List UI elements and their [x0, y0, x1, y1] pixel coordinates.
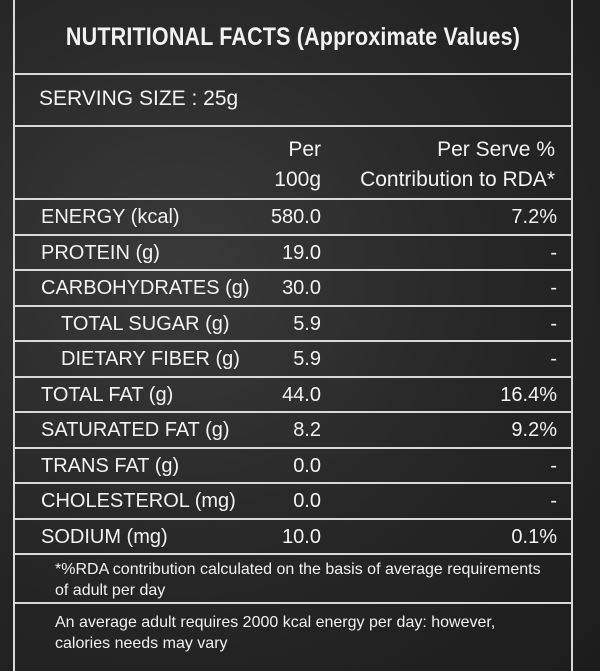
- serving-size-row: SERVING SIZE : 25g: [15, 75, 571, 127]
- panel-title: NUTRITIONAL FACTS (Approximate Values): [65, 23, 521, 51]
- nutrient-per-100g: 5.9: [293, 312, 321, 335]
- nutrient-row: TRANS FAT (g) 0.0 -: [15, 449, 571, 484]
- nutrient-row: ENERGY (kcal) 580.0 7.2%: [15, 200, 571, 236]
- rda-header-line2: Contribution to RDA*: [360, 168, 555, 191]
- nutrient-per-100g: 10.0: [282, 525, 321, 548]
- nutrient-per-100g: 19.0: [282, 241, 321, 264]
- nutrient-per-100g: 30.0: [282, 277, 321, 299]
- nutrient-rda: -: [550, 277, 557, 299]
- nutrient-row: TOTAL FAT (g) 44.0 16.4%: [15, 378, 571, 413]
- nutrient-per-100g: 580.0: [270, 206, 321, 228]
- nutrient-name: PROTEIN (g): [41, 241, 160, 264]
- rda-footnote: *%RDA contribution calculated on the bas…: [55, 561, 541, 599]
- nutrient-rda: 0.1%: [511, 525, 557, 548]
- nutrient-row: PROTEIN (g) 19.0 -: [15, 236, 571, 271]
- title-row: NUTRITIONAL FACTS (Approximate Values): [15, 0, 571, 75]
- nutrient-per-100g: 0.0: [293, 490, 321, 512]
- nutrient-rda: -: [550, 312, 557, 335]
- nutrient-name: DIETARY FIBER (g): [61, 348, 240, 370]
- rda-footnote-row: *%RDA contribution calculated on the bas…: [15, 555, 571, 604]
- serving-size-label: SERVING SIZE : 25g: [39, 87, 239, 110]
- nutrient-row: SODIUM (mg) 10.0 0.1%: [15, 520, 571, 555]
- nutrient-row: CARBOHYDRATES (g) 30.0 -: [15, 271, 571, 307]
- nutrient-rda: -: [550, 348, 557, 370]
- per-100g-header: Per 100g: [274, 135, 321, 195]
- rda-header: Per Serve % Contribution to RDA*: [360, 135, 555, 195]
- nutrient-rda: 7.2%: [511, 206, 557, 228]
- nutrient-rda: 16.4%: [500, 383, 557, 406]
- column-header-row: Per 100g Per Serve % Contribution to RDA…: [15, 127, 571, 200]
- nutrient-name: ENERGY (kcal): [41, 206, 180, 228]
- nutrient-name: TRANS FAT (g): [41, 454, 180, 477]
- nutrient-name: SODIUM (mg): [41, 525, 168, 548]
- nutrient-name: TOTAL FAT (g): [41, 383, 174, 406]
- nutrient-name: TOTAL SUGAR (g): [61, 312, 230, 335]
- nutrient-rda: -: [550, 454, 557, 477]
- nutrient-row: CHOLESTEROL (mg) 0.0 -: [15, 484, 571, 520]
- energy-footnote: An average adult requires 2000 kcal ener…: [55, 614, 496, 652]
- nutrient-name: SATURATED FAT (g): [41, 419, 230, 441]
- nutrient-per-100g: 44.0: [282, 383, 321, 406]
- nutrient-per-100g: 0.0: [293, 454, 321, 477]
- nutrient-name: CHOLESTEROL (mg): [41, 490, 236, 512]
- nutrient-name: CARBOHYDRATES (g): [41, 277, 250, 299]
- rda-header-line1: Per Serve %: [437, 138, 555, 161]
- nutrient-per-100g: 8.2: [293, 419, 321, 441]
- per-100g-header-line2: 100g: [274, 168, 321, 191]
- nutrition-facts-panel: NUTRITIONAL FACTS (Approximate Values) S…: [13, 0, 573, 671]
- nutrient-row: TOTAL SUGAR (g) 5.9 -: [15, 307, 571, 342]
- nutrient-per-100g: 5.9: [293, 348, 321, 370]
- nutrient-rda: 9.2%: [511, 419, 557, 441]
- energy-footnote-row: An average adult requires 2000 kcal ener…: [15, 604, 571, 671]
- nutrient-row: DIETARY FIBER (g) 5.9 -: [15, 342, 571, 378]
- nutrient-rda: -: [550, 241, 557, 264]
- per-100g-header-line1: Per: [288, 138, 321, 161]
- nutrient-row: SATURATED FAT (g) 8.2 9.2%: [15, 413, 571, 449]
- nutrient-rda: -: [550, 490, 557, 512]
